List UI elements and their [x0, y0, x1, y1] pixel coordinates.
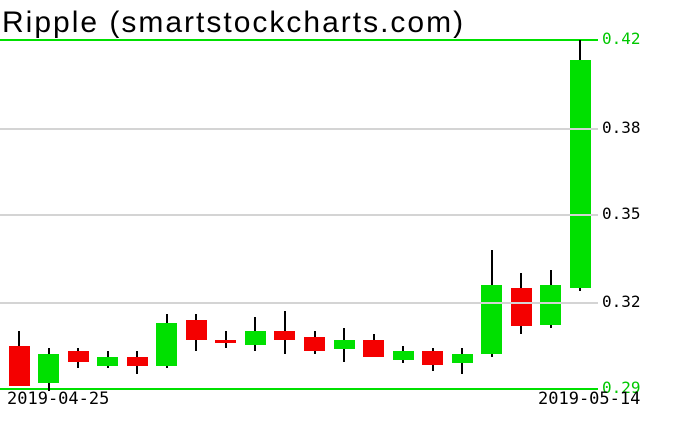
x-axis-label-start: 2019-04-25	[7, 389, 110, 409]
price-label-0.29: 0.29	[602, 377, 641, 397]
candle-body-up	[452, 354, 473, 363]
price-label-0.42: 0.42	[602, 29, 641, 48]
candle-wick	[225, 331, 227, 348]
candle-body-down	[215, 340, 236, 343]
candle-body-down	[186, 320, 207, 340]
candle-body-up	[393, 351, 414, 360]
candle-body-up	[38, 354, 59, 383]
candle-body-up	[481, 285, 502, 354]
candle-body-up	[540, 285, 561, 325]
candle-body-up	[570, 60, 591, 288]
x-axis-label-end: 2019-05-14	[538, 389, 641, 409]
candle-body-down	[68, 351, 89, 362]
grid-line-0.38	[0, 128, 598, 130]
candle-body-down	[274, 331, 295, 340]
price-label-0.38: 0.38	[602, 118, 641, 137]
candle-body-up	[156, 323, 177, 366]
price-label-0.35: 0.35	[602, 204, 641, 223]
candle-body-up	[97, 357, 118, 366]
chart-title: Ripple (smartstockcharts.com)	[2, 6, 466, 39]
candle-body-up	[245, 331, 266, 345]
candle-body-down	[363, 340, 384, 357]
grid-line-0.32	[0, 301, 598, 304]
candle-body-up	[334, 340, 355, 349]
candle-body-down	[127, 357, 148, 366]
price-label-0.32: 0.32	[602, 291, 641, 311]
candle-body-down	[511, 288, 532, 326]
candle-body-down	[9, 346, 30, 386]
grid-line-0.35	[0, 214, 598, 216]
reference-line-0.42	[0, 39, 598, 41]
candle-body-down	[304, 337, 325, 351]
reference-line-0.29	[0, 387, 598, 390]
candle-body-down	[422, 351, 443, 365]
